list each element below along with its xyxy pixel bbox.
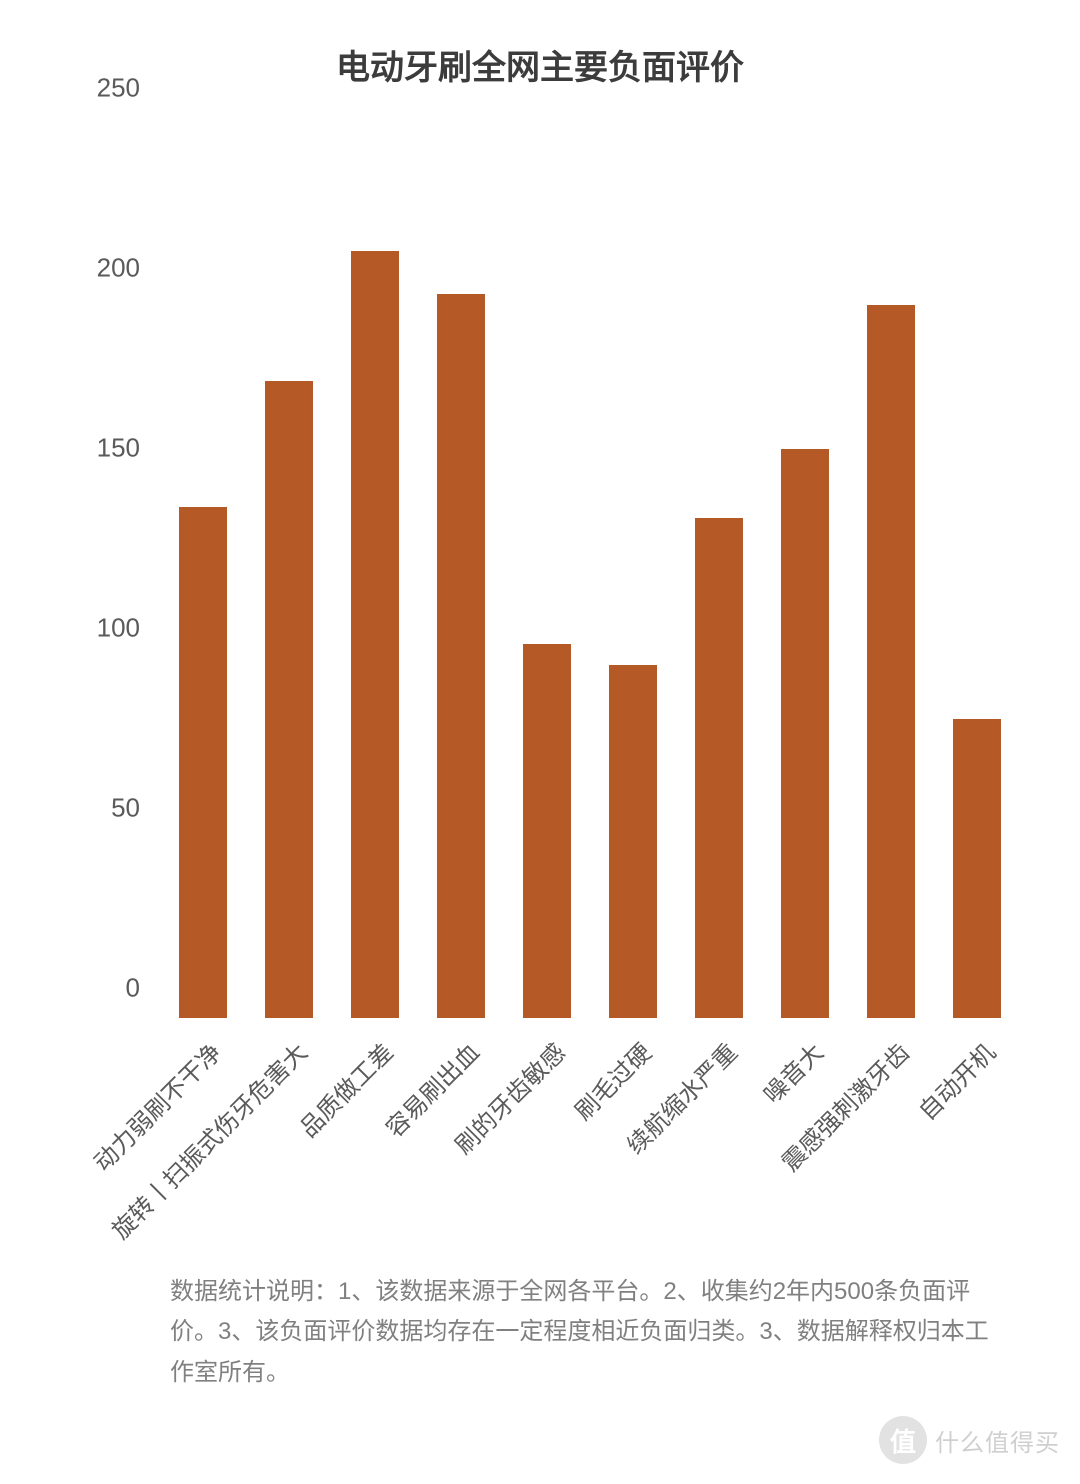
y-tick-label: 50: [111, 793, 140, 824]
y-tick-label: 250: [97, 73, 140, 104]
y-tick-label: 200: [97, 253, 140, 284]
bar: [609, 665, 657, 1018]
bar: [867, 305, 915, 1018]
bars-area: [160, 119, 1020, 1019]
bar-slot: [160, 119, 246, 1018]
bar: [437, 294, 485, 1018]
bar-slot: [590, 119, 676, 1018]
bar: [523, 644, 571, 1018]
y-axis: 050100150200250: [60, 119, 150, 1019]
bar: [179, 507, 227, 1018]
bar-slot: [418, 119, 504, 1018]
bar-slot: [332, 119, 418, 1018]
chart-title: 电动牙刷全网主要负面评价: [40, 40, 1040, 89]
bar-slot: [934, 119, 1020, 1018]
footnote-text: 数据统计说明：1、该数据来源于全网各平台。2、收集约2年内500条负面评价。3、…: [170, 1272, 1000, 1394]
bar: [953, 719, 1001, 1018]
x-tick-label: 噪音大: [754, 1034, 830, 1110]
bar-slot: [762, 119, 848, 1018]
watermark-badge-icon: 值: [879, 1416, 927, 1464]
watermark: 值 什么值得买: [879, 1416, 1060, 1464]
bar: [265, 381, 313, 1018]
y-tick-label: 0: [126, 973, 140, 1004]
bar-slot: [246, 119, 332, 1018]
plot-area: 050100150200250 动力弱刷不干净旋转丨扫振式伤牙危害大品质做工差容…: [60, 119, 1020, 1019]
bar: [351, 251, 399, 1018]
bar-slot: [676, 119, 762, 1018]
y-tick-label: 150: [97, 433, 140, 464]
chart-container: 电动牙刷全网主要负面评价 050100150200250 动力弱刷不干净旋转丨扫…: [0, 0, 1080, 1019]
x-tick-label: 品质做工差: [290, 1034, 400, 1144]
bar: [695, 518, 743, 1018]
x-tick-label: 自动开机: [909, 1034, 1002, 1127]
y-tick-label: 100: [97, 613, 140, 644]
bar: [781, 449, 829, 1018]
bar-slot: [504, 119, 590, 1018]
bar-slot: [848, 119, 934, 1018]
watermark-text: 什么值得买: [935, 1423, 1060, 1458]
